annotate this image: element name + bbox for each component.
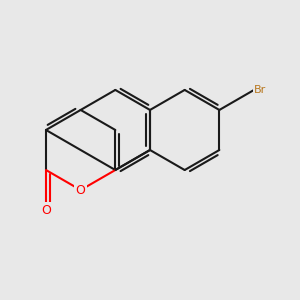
- Text: O: O: [76, 184, 85, 196]
- Text: O: O: [41, 204, 51, 217]
- Text: Br: Br: [254, 85, 266, 95]
